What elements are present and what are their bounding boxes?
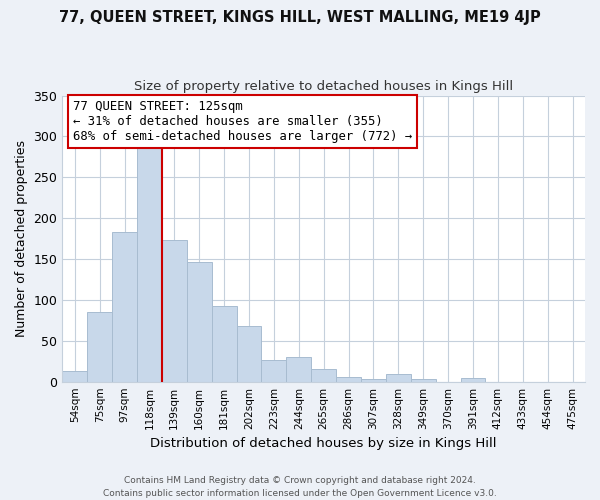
Text: 77 QUEEN STREET: 125sqm
← 31% of detached houses are smaller (355)
68% of semi-d: 77 QUEEN STREET: 125sqm ← 31% of detache… [73, 100, 412, 143]
Bar [411, 379, 436, 382]
Text: Contains HM Land Registry data © Crown copyright and database right 2024.
Contai: Contains HM Land Registry data © Crown c… [103, 476, 497, 498]
Text: 77, QUEEN STREET, KINGS HILL, WEST MALLING, ME19 4JP: 77, QUEEN STREET, KINGS HILL, WEST MALLI… [59, 10, 541, 25]
Bar [236, 326, 262, 382]
Bar [162, 240, 187, 382]
Bar [336, 377, 361, 382]
Bar [62, 371, 87, 382]
Bar [87, 312, 112, 382]
Bar [187, 262, 212, 382]
Bar [361, 379, 386, 382]
Bar [112, 232, 137, 382]
Bar [212, 306, 236, 382]
Bar [311, 370, 336, 382]
Bar [286, 357, 311, 382]
Y-axis label: Number of detached properties: Number of detached properties [15, 140, 28, 337]
Bar [262, 360, 286, 382]
Bar [137, 144, 162, 382]
X-axis label: Distribution of detached houses by size in Kings Hill: Distribution of detached houses by size … [151, 437, 497, 450]
Bar [386, 374, 411, 382]
Bar [461, 378, 485, 382]
Title: Size of property relative to detached houses in Kings Hill: Size of property relative to detached ho… [134, 80, 513, 93]
